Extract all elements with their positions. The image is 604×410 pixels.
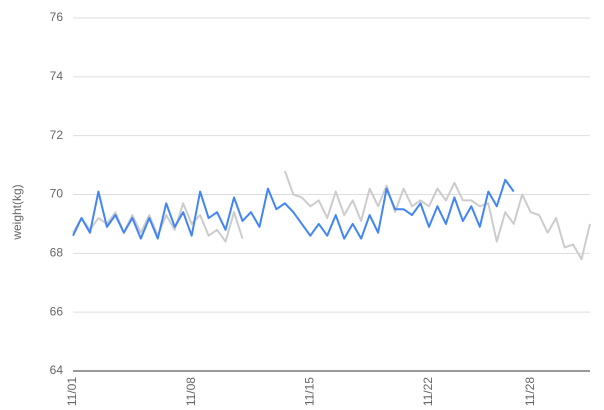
x-tick-label: 11/22 — [421, 377, 435, 406]
y-tick-label: 72 — [50, 128, 64, 142]
y-tick-label: 76 — [50, 10, 64, 24]
x-tick-label: 11/08 — [184, 377, 198, 406]
line-series — [72, 178, 515, 240]
y-tick-label: 68 — [50, 246, 64, 260]
y-tick-label: 70 — [50, 187, 64, 201]
x-tick-label: 11/28 — [523, 377, 537, 406]
y-tick-label: 74 — [50, 69, 64, 83]
y-tick-label: 66 — [50, 304, 64, 318]
x-tick-label: 11/15 — [302, 377, 316, 406]
y-tick-label: 64 — [50, 363, 64, 377]
line-series — [72, 170, 591, 261]
x-tick-label: 11/01 — [65, 377, 79, 406]
y-axis-label: weight(kg) — [10, 184, 24, 240]
